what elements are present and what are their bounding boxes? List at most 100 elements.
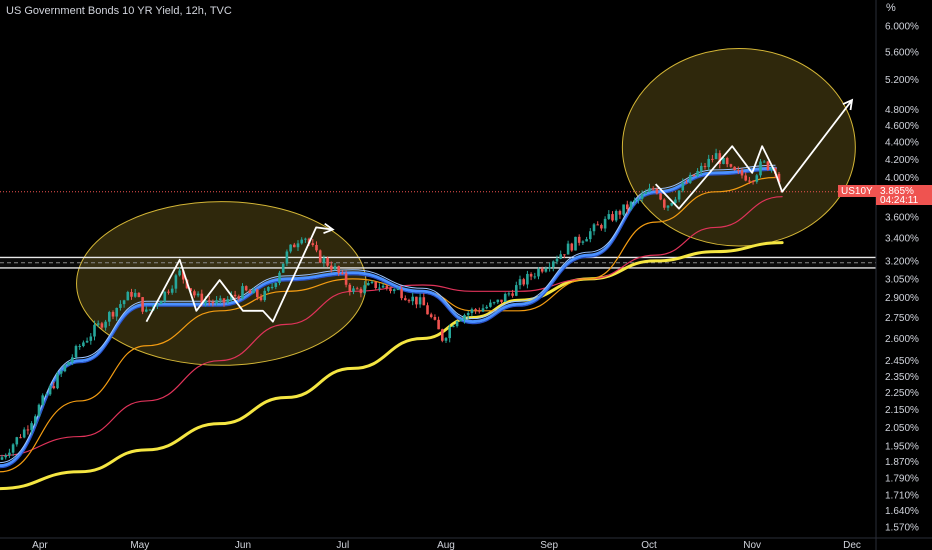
candle-body — [226, 299, 229, 303]
candle-body — [433, 316, 437, 320]
candle-body — [311, 243, 315, 246]
y-tick-label: 1.640% — [885, 506, 919, 517]
candle-body — [141, 297, 144, 312]
candle-body — [344, 273, 348, 285]
candle-body — [378, 287, 381, 289]
candle-body — [703, 165, 707, 168]
candle-body — [688, 174, 692, 183]
candle-body — [322, 257, 326, 263]
candle-body — [289, 244, 292, 252]
price-axis[interactable]: 6.000% 5.600% 5.200% 4.800% 4.600% 4.400% 4.20… — [875, 0, 919, 550]
candle-body — [733, 166, 736, 171]
candle-body — [363, 285, 366, 294]
candle-body — [503, 293, 507, 302]
symbol-tag-bg — [838, 185, 876, 197]
candle-body — [566, 243, 570, 255]
candle-body — [237, 296, 241, 299]
y-tick-label: 4.400% — [885, 137, 919, 148]
candle-body — [400, 289, 403, 299]
candle-body — [315, 245, 318, 251]
time-axis[interactable]: Apr May Jun Jul Aug Sep Oct Nov Dec — [0, 537, 932, 550]
candle-body — [474, 309, 477, 311]
candle-body — [22, 429, 26, 438]
candle-body — [663, 199, 666, 208]
candle-body — [518, 279, 522, 286]
candle-body — [341, 272, 344, 274]
candle-body — [241, 286, 244, 299]
candle-body — [170, 288, 174, 293]
candle-body — [159, 301, 163, 305]
candle-body — [633, 199, 636, 202]
candle-body — [392, 289, 396, 292]
forecast-path-1 — [145, 226, 333, 323]
x-tick-label: May — [130, 540, 149, 550]
candle-body — [622, 204, 625, 215]
candle-body — [78, 346, 81, 348]
candle-body — [644, 192, 648, 195]
candle-body — [707, 158, 710, 168]
candle-body — [437, 319, 440, 330]
candle-body — [196, 293, 200, 296]
candle-body — [670, 202, 673, 206]
candle-body — [585, 239, 588, 242]
candle-body — [108, 312, 111, 322]
candle-body — [418, 297, 422, 305]
x-tick-label: Dec — [843, 540, 861, 550]
y-tick-label: 2.900% — [885, 293, 919, 304]
candle-body — [200, 293, 204, 304]
y-tick-label: 2.450% — [885, 356, 919, 367]
candle-body — [555, 258, 559, 262]
y-tick-label: 2.050% — [885, 423, 919, 434]
arrow-head-2 — [842, 98, 854, 111]
candle-body — [618, 211, 622, 215]
candle-body — [267, 287, 270, 291]
candle-body — [274, 282, 278, 287]
candle-body — [766, 161, 770, 170]
candle-body — [563, 254, 566, 256]
candle-body — [281, 263, 285, 273]
candle-body — [448, 326, 451, 339]
candle-body — [692, 174, 696, 177]
candle-body — [85, 340, 89, 343]
candle-body — [718, 153, 722, 164]
candle-body — [552, 261, 555, 267]
candle-body — [337, 266, 340, 273]
candle-body — [30, 423, 33, 431]
candle-body — [167, 291, 170, 293]
candle-body — [544, 268, 548, 272]
candle-body — [426, 305, 429, 315]
candle-body — [696, 171, 699, 177]
x-tick-label: Nov — [743, 540, 761, 550]
candle-body — [526, 273, 529, 285]
candle-body — [145, 309, 148, 312]
candle-body — [559, 254, 562, 259]
candle-body — [455, 321, 459, 327]
ma-fast-upper-line — [0, 164, 776, 464]
candle-body — [489, 302, 492, 307]
candle-body — [63, 365, 67, 372]
y-tick-label: 2.150% — [885, 405, 919, 416]
candle-body — [115, 307, 118, 317]
y-tick-label: 4.800% — [885, 105, 919, 116]
candle-body — [0, 457, 4, 460]
candle-body — [278, 272, 281, 283]
candle-body — [404, 298, 407, 301]
axis-unit: % — [886, 2, 896, 14]
y-tick-label: 1.570% — [885, 523, 919, 534]
candle-body — [26, 429, 30, 431]
candle-body — [441, 329, 444, 341]
candle-body — [385, 285, 389, 289]
candle-body — [596, 224, 599, 226]
candle-body — [762, 161, 766, 163]
candle-body — [611, 214, 614, 221]
y-tick-label: 4.600% — [885, 121, 919, 132]
candle-body — [174, 275, 178, 289]
candle-body — [89, 336, 93, 341]
candle-body — [581, 241, 585, 243]
candle-body — [285, 251, 289, 264]
candle-body — [189, 288, 192, 292]
candle-body — [244, 286, 248, 291]
candle-body — [270, 286, 274, 288]
candle-body — [540, 268, 544, 272]
